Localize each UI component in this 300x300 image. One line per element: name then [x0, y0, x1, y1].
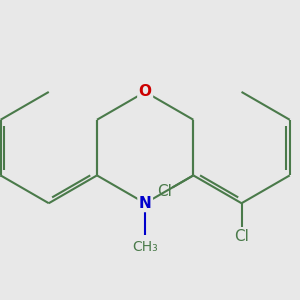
- Text: Cl: Cl: [158, 184, 172, 200]
- Text: O: O: [139, 84, 152, 99]
- Text: CH₃: CH₃: [132, 239, 158, 254]
- Text: N: N: [139, 196, 152, 211]
- Text: Cl: Cl: [234, 229, 249, 244]
